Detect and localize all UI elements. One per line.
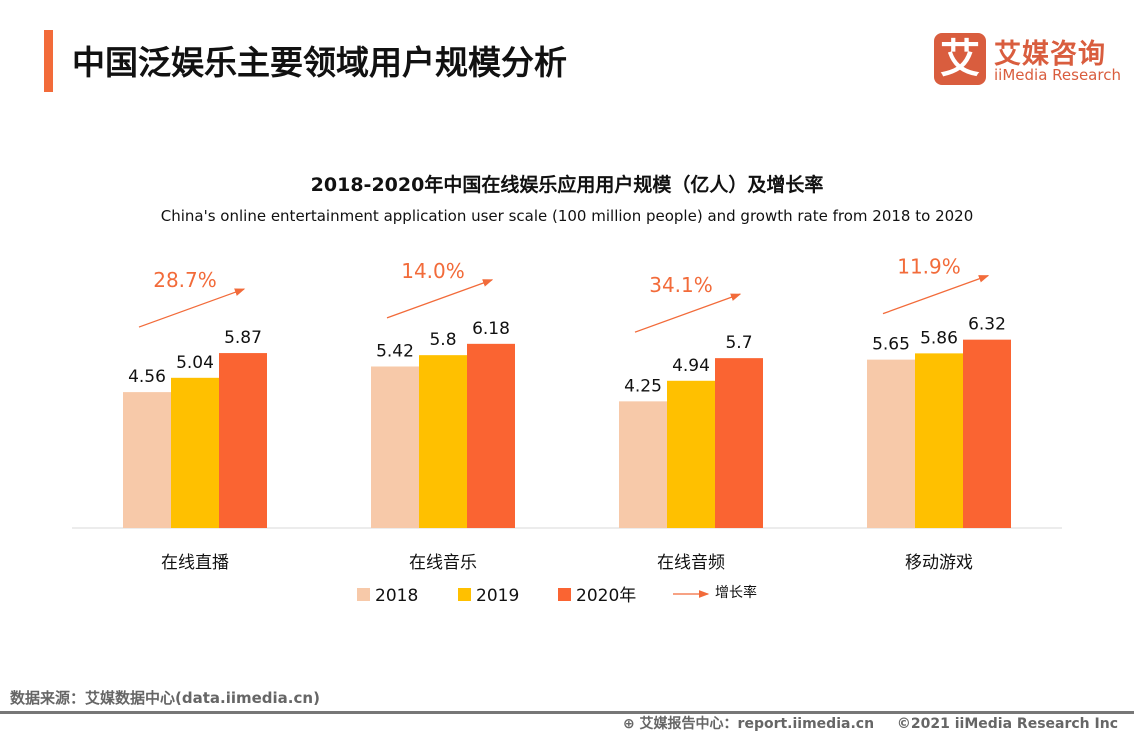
- growth-label: 34.1%: [649, 273, 713, 297]
- legend-label: 增长率: [715, 584, 757, 601]
- bar-2020年-2: [715, 358, 763, 528]
- bar-2019-0: [171, 377, 219, 528]
- data-label: 4.25: [624, 376, 662, 396]
- logo-text-cn: 艾媒咨询: [994, 39, 1106, 70]
- data-label: 5.86: [920, 328, 958, 348]
- bar-2020年-3: [963, 339, 1011, 528]
- footer-divider: [0, 711, 1134, 714]
- bar-2020年-1: [467, 343, 515, 528]
- legend-label: 2020年: [576, 586, 636, 606]
- data-label: 5.42: [376, 341, 414, 361]
- data-label: 4.94: [672, 356, 710, 376]
- legend-label: 2018: [375, 586, 418, 606]
- category-label: 移动游戏: [905, 553, 973, 573]
- legend-swatch-2019: [458, 588, 471, 601]
- growth-label: 11.9%: [897, 255, 961, 279]
- bar-2019-2: [667, 380, 715, 528]
- growth-label: 28.7%: [153, 268, 217, 292]
- legend-swatch-2018: [357, 588, 370, 601]
- growth-arrow: [386, 279, 494, 319]
- data-label: 5.65: [872, 335, 910, 355]
- copyright: ©2021 iiMedia Research Inc: [896, 716, 1118, 732]
- data-label: 4.56: [128, 367, 166, 387]
- data-label: 6.18: [472, 319, 510, 339]
- legend-swatch-2020年: [558, 588, 571, 601]
- category-label: 在线直播: [161, 553, 229, 573]
- bar-chart: 4.56 5.04 5.87 在线直播 28.7% 5.42 5.8 6.18 在线音乐 14.0…: [72, 255, 1062, 606]
- logo-text-en: iiMedia Research: [994, 66, 1121, 84]
- data-label: 6.32: [968, 315, 1006, 335]
- report-link[interactable]: 艾媒报告中心：report.iimedia.cn: [639, 716, 875, 732]
- data-label: 5.8: [429, 330, 456, 350]
- footer: ⊕ 艾媒报告中心：report.iimedia.cn ©2021 iiMedia…: [623, 713, 1118, 733]
- bar-2019-3: [915, 353, 963, 528]
- bar-2020年-0: [219, 353, 267, 528]
- legend-label: 2019: [476, 586, 519, 606]
- data-label: 5.04: [176, 353, 214, 373]
- growth-label: 14.0%: [401, 259, 465, 283]
- data-label: 5.7: [725, 333, 752, 353]
- globe-icon: ⊕: [622, 716, 635, 732]
- growth-arrow: [634, 293, 742, 333]
- category-label: 在线音频: [657, 553, 725, 573]
- category-label: 在线音乐: [409, 553, 477, 573]
- logo-icon: 艾: [934, 33, 986, 85]
- bar-2018-0: [123, 392, 171, 528]
- growth-arrow: [882, 275, 990, 315]
- chart-subtitle: China's online entertainment application…: [160, 207, 974, 225]
- chart-title: 2018-2020年中国在线娱乐应用用户规模（亿人）及增长率: [310, 174, 824, 196]
- data-label: 5.87: [224, 328, 262, 348]
- bar-2019-1: [419, 355, 467, 528]
- bar-2018-1: [371, 366, 419, 528]
- bar-2018-3: [867, 359, 915, 528]
- page-title: 中国泛娱乐主要领域用户规模分析: [72, 43, 567, 82]
- data-source: 数据来源：艾媒数据中心(data.iimedia.cn): [10, 689, 320, 707]
- title-accent-bar: [44, 30, 53, 92]
- bar-2018-2: [619, 401, 667, 528]
- growth-arrow: [138, 288, 246, 328]
